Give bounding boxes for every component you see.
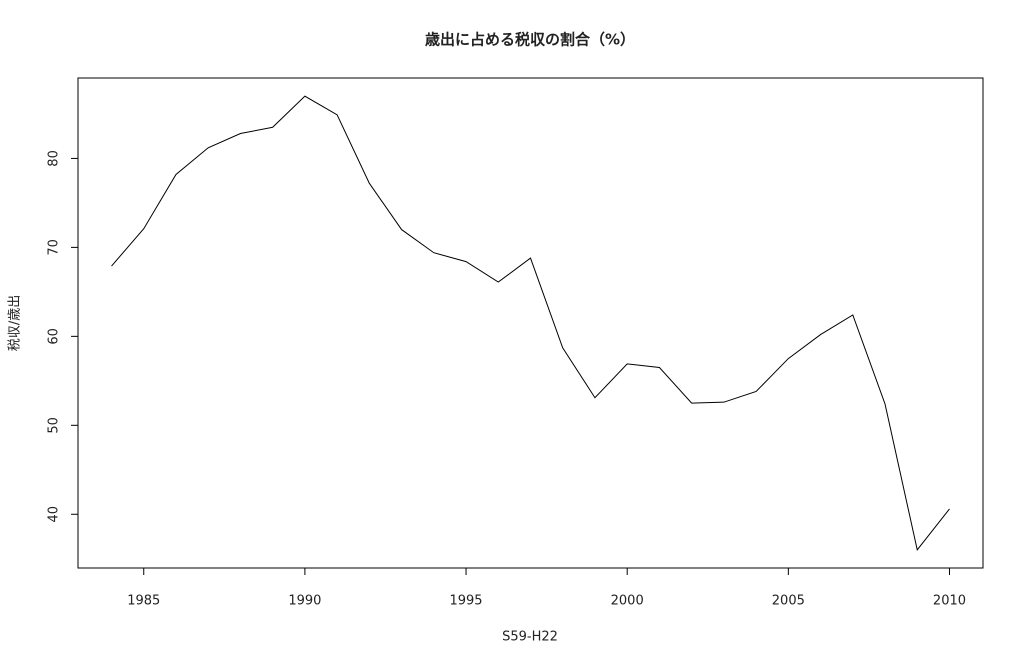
x-tick-label: 1990 [288,594,321,609]
chart-title: 歳出に占める税収の割合（%） [425,31,635,49]
y-tick-label: 70 [47,239,62,256]
x-tick-label: 2005 [772,594,805,609]
y-tick-label: 80 [47,150,62,167]
y-tick-label: 50 [47,417,62,434]
x-tick-label: 1985 [127,594,160,609]
data-line [111,95,950,551]
x-tick-label: 2010 [933,594,966,609]
x-axis-label: S59-H22 [502,630,558,645]
y-axis-label: 税収/歳出 [8,295,23,351]
plot-frame [77,77,984,569]
y-tick-label: 40 [47,506,62,523]
x-tick-label: 1995 [449,594,482,609]
y-tick-label: 60 [47,328,62,345]
x-tick-label: 2000 [611,594,644,609]
